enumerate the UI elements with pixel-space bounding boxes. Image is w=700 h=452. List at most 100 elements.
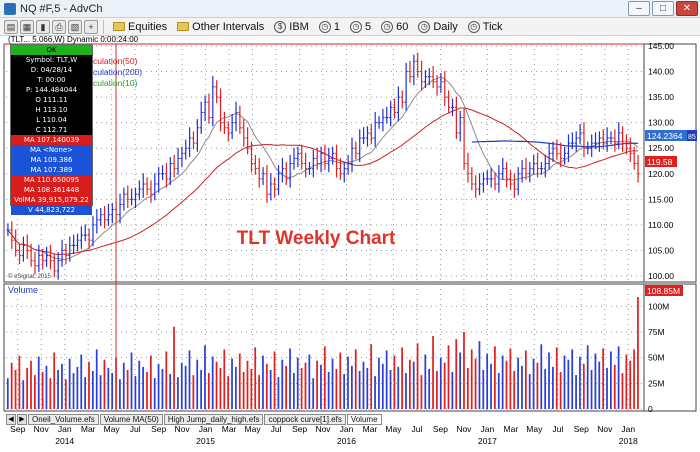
volume-bar (447, 345, 450, 409)
other-intervals-menu[interactable]: Other Intervals (173, 21, 268, 33)
data-window: OK Symbol: TLT,W D: 04/28/14 T: 00:00 P:… (10, 44, 93, 215)
symbol-ibm-button[interactable]: $ IBM (270, 20, 313, 33)
volume-bar (119, 379, 121, 409)
volume-bar (439, 357, 442, 409)
info-price: P: 144.484044 (25, 86, 78, 94)
toolbar-divider (103, 19, 104, 34)
tab-volume[interactable]: Volume (346, 413, 382, 425)
month-tick-label: Nov (456, 424, 472, 434)
layout-icon[interactable]: ▧ (68, 19, 82, 34)
month-tick-label: Nov (175, 424, 191, 434)
tick-button[interactable]: ◷ Tick (464, 20, 507, 33)
tab-volume-ma[interactable]: Volume MA(50) (99, 413, 163, 425)
volume-bar (80, 354, 83, 409)
dollar-icon: $ (274, 20, 287, 33)
maximize-icon[interactable]: □ (652, 1, 674, 16)
daily-button[interactable]: ◷ Daily (414, 20, 461, 33)
volume-bar (308, 354, 311, 409)
price-tick-label: 120.00 (648, 169, 674, 179)
daily-label: Daily (433, 20, 458, 33)
volume-bar (559, 372, 562, 409)
volume-bar (586, 345, 589, 409)
ma-suffix-label: 85 (688, 134, 696, 141)
print-icon[interactable]: ⎙ (52, 19, 66, 34)
ok-button[interactable]: OK (11, 45, 92, 55)
volume-bar (169, 374, 172, 409)
info-ma1: MA 107.140039 (11, 135, 92, 145)
volume-bar (68, 358, 71, 409)
volume-bar (238, 353, 241, 409)
interval-1-button[interactable]: ◷ 1 (315, 20, 344, 33)
volume-bar (84, 377, 86, 409)
month-tick-label: May (526, 424, 543, 434)
volume-bar (401, 347, 403, 409)
chart-icon[interactable]: ▤ (4, 19, 18, 34)
minimize-icon[interactable]: – (628, 1, 650, 16)
tab-high-jump[interactable]: High Jump_daily_high.efs (163, 413, 264, 425)
month-tick-label: Jan (621, 424, 635, 434)
volume-bar (200, 369, 202, 409)
grid-icon[interactable]: ▦ (20, 19, 34, 34)
volume-bar (370, 344, 373, 409)
volume-bar (339, 352, 342, 409)
volume-bar (285, 365, 288, 409)
volume-bar (555, 347, 558, 409)
volume-bar (250, 368, 253, 409)
tab-scroll-right-icon[interactable]: ▶ (17, 413, 27, 425)
interval-60-button[interactable]: ◷ 60 (377, 20, 412, 33)
volume-bar (633, 349, 635, 409)
tab-coppock[interactable]: coppock curve[1].efs (264, 413, 346, 425)
tab-oneil-volume[interactable]: Oneil_Volume.efs (28, 413, 99, 425)
ma10-line (7, 76, 639, 261)
volume-bar (602, 348, 605, 409)
volume-bar (563, 355, 566, 409)
price-tick-label: 145.00 (648, 41, 674, 51)
volume-bar (501, 355, 504, 409)
volume-bar (227, 376, 230, 409)
price-tick-label: 105.00 (648, 245, 674, 255)
volume-bar (420, 375, 423, 409)
toolbar: ▤ ▦ ▮ ⎙ ▧ + Equities Other Intervals $ I… (0, 18, 700, 36)
month-tick-label: Mar (363, 424, 378, 434)
window-buttons: – □ ✕ (628, 1, 698, 16)
volume-bar (350, 365, 353, 409)
close-icon[interactable]: ✕ (676, 1, 698, 16)
volume-bar (215, 361, 218, 409)
volume-bar (26, 367, 29, 409)
volume-bar (61, 363, 63, 409)
volume-bar (30, 360, 32, 409)
price-tick-label: 125.00 (648, 143, 674, 153)
volume-bar (408, 359, 411, 409)
volume-bar (629, 360, 632, 409)
volume-bar (188, 350, 191, 409)
volume-bar (273, 351, 276, 409)
volume-bar (366, 367, 369, 409)
volume-bar (76, 366, 79, 409)
month-tick-label: Mar (504, 424, 519, 434)
year-tick-label: 2016 (337, 436, 356, 446)
volume-bar (312, 378, 315, 409)
month-tick-label: Jul (552, 424, 563, 434)
interval-5-button[interactable]: ◷ 5 (346, 20, 375, 33)
volume-bar (107, 367, 110, 409)
info-high: H 113.10 (35, 106, 68, 114)
volume-bar (122, 362, 125, 409)
volume-bar (45, 365, 48, 409)
volume-bar (575, 375, 577, 409)
price-chart[interactable]: (TLT... 5.066,W) Dynamic 0:00:24:00 145.… (0, 36, 700, 452)
ma-suffix-badge (687, 130, 697, 141)
tab-scroll-left-icon[interactable]: ◀ (6, 413, 16, 425)
month-tick-label: Jul (271, 424, 282, 434)
volume-bar (540, 344, 543, 409)
volume-bar (111, 373, 114, 409)
equities-menu[interactable]: Equities (109, 21, 171, 33)
x-axis-ticks: Sep Nov Jan Mar May Jul Sep Nov Jan Mar May Jul Sep N… (10, 424, 638, 446)
add-icon[interactable]: + (84, 19, 98, 34)
year-tick-label: 2015 (196, 436, 215, 446)
volume-bar (53, 352, 56, 409)
bars-icon[interactable]: ▮ (36, 19, 50, 34)
volume-bar (196, 359, 199, 409)
volume-bar (405, 373, 407, 409)
year-tick-label: 2018 (619, 436, 638, 446)
month-tick-label: Nov (597, 424, 613, 434)
